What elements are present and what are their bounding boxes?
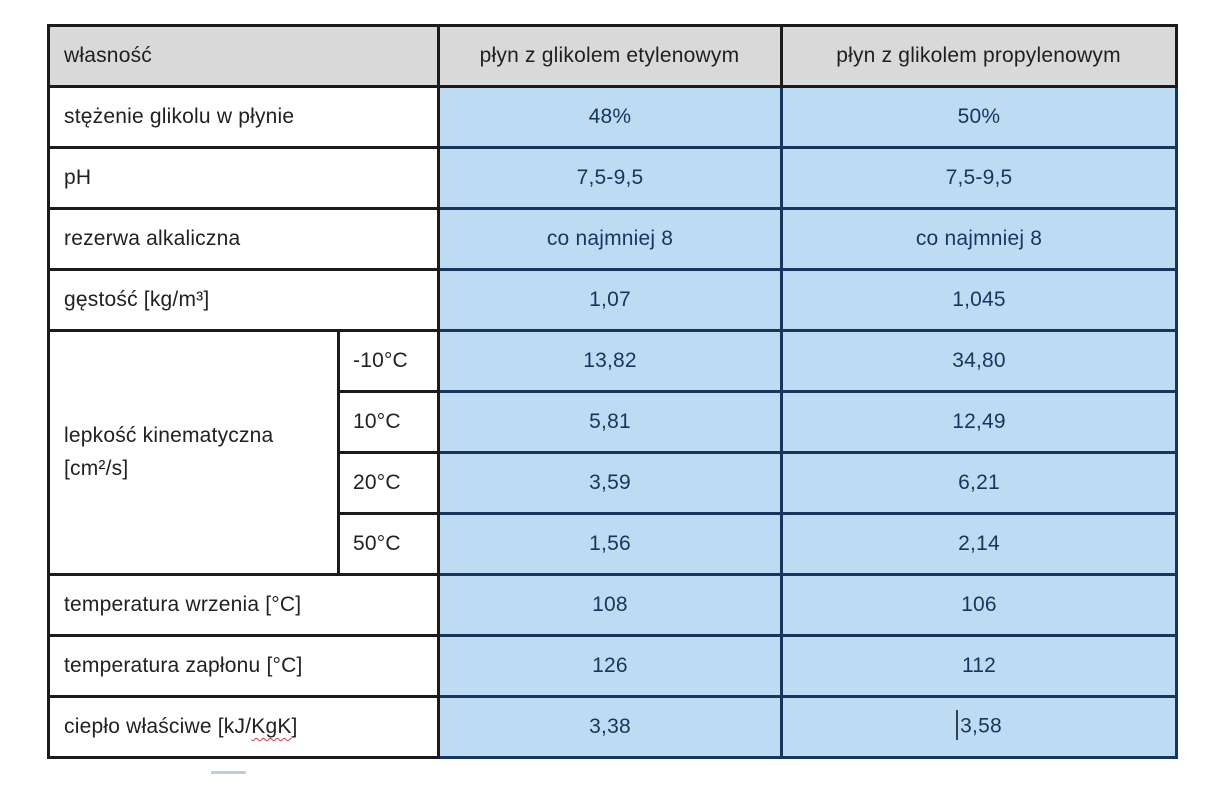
- value-propylene[interactable]: 2,14: [780, 512, 1178, 576]
- value-propylene[interactable]: 12,49: [780, 390, 1178, 454]
- temp-label[interactable]: 20°C: [337, 451, 440, 515]
- value-propylene[interactable]: 1,045: [780, 268, 1178, 332]
- value-propylene[interactable]: 112: [780, 634, 1178, 698]
- glycol-properties-table: własność płyn z glikolem etylenowym płyn…: [47, 24, 1178, 759]
- table-row-concentration: stężenie glikolu w płynie 48% 50%: [47, 85, 1178, 149]
- value-propylene[interactable]: 106: [780, 573, 1178, 637]
- table-row-alkaline-reserve: rezerwa alkaliczna co najmniej 8 co najm…: [47, 207, 1178, 271]
- row-label[interactable]: pH: [47, 146, 440, 210]
- row-label[interactable]: ciepło właściwe [kJ/KgK]: [47, 695, 440, 759]
- table-row-viscosity-20: 20°C 3,59 6,21: [49, 451, 1178, 515]
- header-cell-ethylene[interactable]: płyn z glikolem etylenowym: [437, 24, 783, 88]
- value-propylene[interactable]: 50%: [780, 85, 1178, 149]
- value-propylene-text: 3,58: [960, 714, 1002, 738]
- value-ethylene[interactable]: 3,38: [437, 695, 783, 759]
- table-row-boiling-temp: temperatura wrzenia [°C] 108 106: [47, 573, 1178, 637]
- value-propylene[interactable]: 6,21: [780, 451, 1178, 515]
- value-ethylene[interactable]: 108: [437, 573, 783, 637]
- value-ethylene[interactable]: 48%: [437, 85, 783, 149]
- temp-label[interactable]: 10°C: [337, 390, 440, 454]
- row-label[interactable]: gęstość [kg/m³]: [47, 268, 440, 332]
- spellcheck-underlined-text: KgK: [251, 715, 292, 738]
- header-cell-property[interactable]: własność: [47, 24, 440, 88]
- value-propylene[interactable]: 34,80: [780, 329, 1178, 393]
- specific-heat-label-pre: ciepło właściwe [kJ/: [64, 715, 252, 738]
- viscosity-label-line2: [cm²/s]: [64, 456, 129, 480]
- value-propylene[interactable]: co najmniej 8: [780, 207, 1178, 271]
- header-row: własność płyn z glikolem etylenowym płyn…: [47, 24, 1178, 88]
- viscosity-label-line1: lepkość kinematyczna: [64, 423, 274, 447]
- value-ethylene[interactable]: 1,07: [437, 268, 783, 332]
- row-label[interactable]: temperatura wrzenia [°C]: [47, 573, 440, 637]
- table-row-ph: pH 7,5-9,5 7,5-9,5: [47, 146, 1178, 210]
- table-row-density: gęstość [kg/m³] 1,07 1,045: [47, 268, 1178, 332]
- row-label[interactable]: rezerwa alkaliczna: [47, 207, 440, 271]
- table-row-viscosity-10: 10°C 5,81 12,49: [49, 390, 1178, 454]
- value-ethylene[interactable]: 7,5-9,5: [437, 146, 783, 210]
- value-ethylene[interactable]: co najmniej 8: [437, 207, 783, 271]
- value-ethylene[interactable]: 13,82: [437, 329, 783, 393]
- value-propylene[interactable]: 7,5-9,5: [780, 146, 1178, 210]
- table-row-viscosity-50: 50°C 1,56 2,14: [49, 512, 1178, 576]
- viscosity-label-cell[interactable]: lepkość kinematyczna [cm²/s]: [47, 329, 340, 576]
- value-ethylene[interactable]: 1,56: [437, 512, 783, 576]
- temp-label[interactable]: -10°C: [337, 329, 440, 393]
- value-ethylene[interactable]: 3,59: [437, 451, 783, 515]
- value-ethylene[interactable]: 126: [437, 634, 783, 698]
- table-row-flash-point: temperatura zapłonu [°C] 126 112: [47, 634, 1178, 698]
- row-label[interactable]: temperatura zapłonu [°C]: [47, 634, 440, 698]
- value-propylene-editing[interactable]: 3,58: [780, 695, 1178, 759]
- header-cell-propylene[interactable]: płyn z glikolem propylenowym: [780, 24, 1178, 88]
- text-cursor-caret: [956, 710, 959, 740]
- temp-label[interactable]: 50°C: [337, 512, 440, 576]
- value-ethylene[interactable]: 5,81: [437, 390, 783, 454]
- table-row-viscosity-minus10: lepkość kinematyczna [cm²/s] -10°C 13,82…: [47, 329, 1178, 576]
- table-resize-handle[interactable]: [211, 771, 246, 774]
- specific-heat-label-post: ]: [291, 715, 298, 738]
- row-label[interactable]: stężenie glikolu w płynie: [47, 85, 440, 149]
- table-row-specific-heat: ciepło właściwe [kJ/KgK] 3,38 3,58: [47, 695, 1178, 759]
